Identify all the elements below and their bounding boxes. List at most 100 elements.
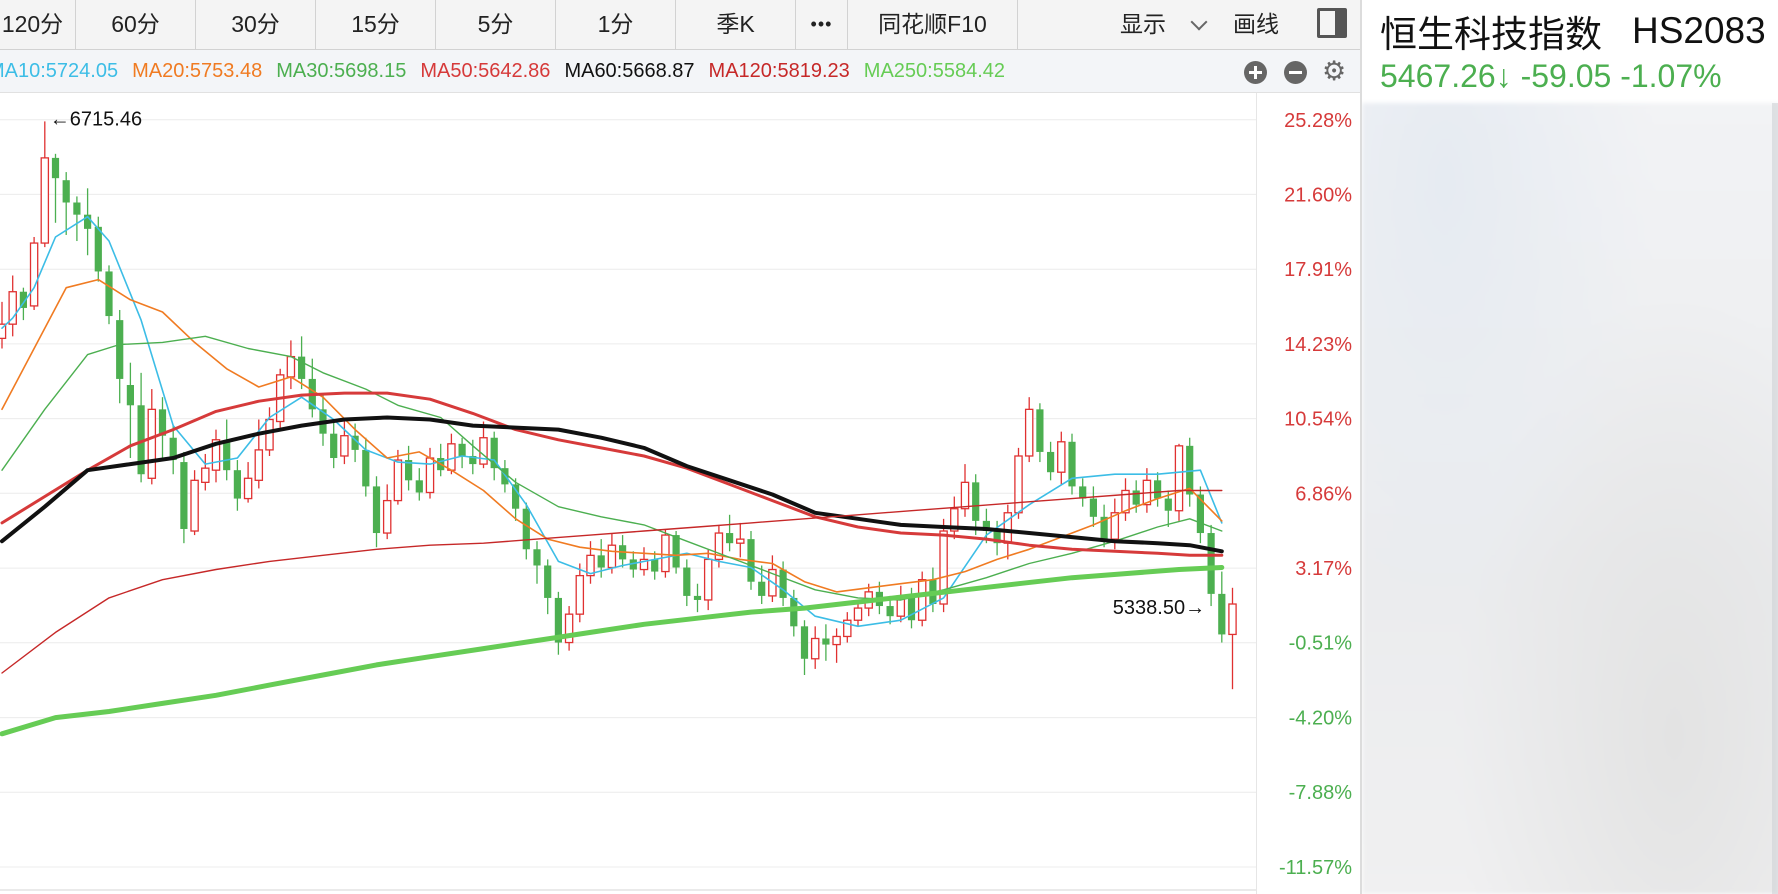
- candle[interactable]: [126, 362, 134, 459]
- candle[interactable]: [479, 421, 488, 469]
- candle[interactable]: [554, 591, 562, 655]
- period-5min-button[interactable]: 5分: [436, 0, 556, 49]
- more-periods-button[interactable]: •••: [796, 0, 848, 49]
- candle[interactable]: [1057, 431, 1066, 485]
- candle[interactable]: [1228, 587, 1237, 690]
- candle[interactable]: [1174, 443, 1184, 521]
- candle-body: [843, 619, 852, 638]
- candle[interactable]: [51, 153, 60, 223]
- candle[interactable]: [896, 585, 906, 623]
- candle[interactable]: [330, 419, 338, 469]
- candle[interactable]: [223, 419, 231, 481]
- candle[interactable]: [286, 340, 296, 390]
- gear-icon[interactable]: ⚙: [1322, 56, 1347, 86]
- period-quarter-k-button[interactable]: 季K: [676, 0, 796, 49]
- candle[interactable]: [950, 496, 959, 540]
- candle[interactable]: [758, 565, 766, 605]
- candle[interactable]: [1068, 433, 1076, 495]
- candle[interactable]: [917, 571, 927, 627]
- period-1min-button[interactable]: 1分: [556, 0, 676, 49]
- candle[interactable]: [8, 275, 17, 337]
- candle[interactable]: [362, 437, 370, 497]
- period-60min-button[interactable]: 60分: [76, 0, 196, 49]
- candle[interactable]: [0, 301, 7, 349]
- candle[interactable]: [393, 449, 403, 505]
- candle[interactable]: [629, 551, 637, 578]
- candle[interactable]: [822, 624, 830, 661]
- candle[interactable]: [62, 172, 70, 235]
- layout-toggle-icon[interactable]: [1317, 8, 1347, 38]
- candle[interactable]: [1014, 447, 1023, 519]
- candle[interactable]: [137, 372, 145, 483]
- candle[interactable]: [40, 121, 50, 248]
- candle[interactable]: [190, 470, 199, 536]
- candle[interactable]: [736, 522, 745, 558]
- candle[interactable]: [382, 484, 392, 540]
- candle-body: [73, 202, 81, 215]
- candle[interactable]: [522, 502, 530, 560]
- candle[interactable]: [1121, 478, 1130, 521]
- display-dropdown[interactable]: 显示: [1120, 0, 1166, 49]
- candle[interactable]: [405, 445, 413, 491]
- candle[interactable]: [544, 559, 552, 615]
- candle[interactable]: [1186, 437, 1194, 507]
- candle[interactable]: [158, 397, 167, 461]
- candle[interactable]: [800, 620, 809, 675]
- zoom-out-icon[interactable]: [1284, 61, 1307, 84]
- candle[interactable]: [94, 216, 102, 282]
- candle[interactable]: [564, 606, 574, 651]
- candle[interactable]: [843, 612, 852, 643]
- candle[interactable]: [810, 626, 820, 669]
- candle[interactable]: [29, 236, 39, 310]
- candle[interactable]: [1089, 486, 1097, 527]
- kline-chart[interactable]: 25.28% 21.60% 17.91% 14.23% 10.54% 6.86% 3.17%…: [0, 93, 1360, 894]
- candle[interactable]: [1024, 397, 1034, 463]
- zoom-in-icon[interactable]: [1244, 61, 1267, 84]
- candle[interactable]: [169, 425, 177, 475]
- candle[interactable]: [972, 474, 980, 536]
- candle[interactable]: [201, 453, 210, 491]
- candle[interactable]: [319, 393, 327, 446]
- candle[interactable]: [84, 188, 92, 256]
- candle[interactable]: [575, 563, 585, 623]
- candle[interactable]: [672, 531, 680, 574]
- candle[interactable]: [982, 508, 990, 544]
- candle[interactable]: [1218, 571, 1226, 643]
- candle[interactable]: [211, 429, 221, 483]
- candle[interactable]: [458, 437, 466, 469]
- candle[interactable]: [425, 447, 435, 499]
- panel-scrollbar[interactable]: [1772, 103, 1778, 894]
- candle[interactable]: [533, 541, 541, 584]
- candle[interactable]: [243, 462, 253, 503]
- candle[interactable]: [651, 551, 659, 580]
- candle[interactable]: [73, 196, 81, 242]
- candle[interactable]: [693, 583, 702, 613]
- candle[interactable]: [1207, 524, 1215, 607]
- period-120min-button[interactable]: 120分: [0, 0, 76, 49]
- candle[interactable]: [116, 309, 124, 404]
- candle[interactable]: [512, 478, 520, 521]
- candle[interactable]: [105, 265, 113, 325]
- candle[interactable]: [415, 468, 423, 501]
- candle[interactable]: [661, 528, 670, 578]
- candle[interactable]: [1164, 490, 1172, 527]
- candle[interactable]: [490, 431, 498, 481]
- candle[interactable]: [372, 476, 381, 548]
- candle[interactable]: [1047, 441, 1055, 481]
- candle[interactable]: [1036, 403, 1044, 463]
- candle[interactable]: [714, 524, 724, 568]
- period-15min-button[interactable]: 15分: [316, 0, 436, 49]
- f10-button[interactable]: 同花顺F10: [848, 0, 1018, 49]
- candle[interactable]: [683, 559, 691, 607]
- candle[interactable]: [768, 555, 777, 602]
- candle[interactable]: [1154, 472, 1162, 507]
- draw-line-button[interactable]: 画线: [1233, 11, 1279, 37]
- candle[interactable]: [832, 628, 841, 663]
- candle[interactable]: [1079, 478, 1087, 507]
- candle[interactable]: [726, 514, 734, 552]
- candle[interactable]: [180, 451, 188, 544]
- period-30min-button[interactable]: 30分: [196, 0, 316, 49]
- candle[interactable]: [1196, 486, 1204, 544]
- candle[interactable]: [233, 460, 241, 511]
- candle[interactable]: [960, 464, 970, 517]
